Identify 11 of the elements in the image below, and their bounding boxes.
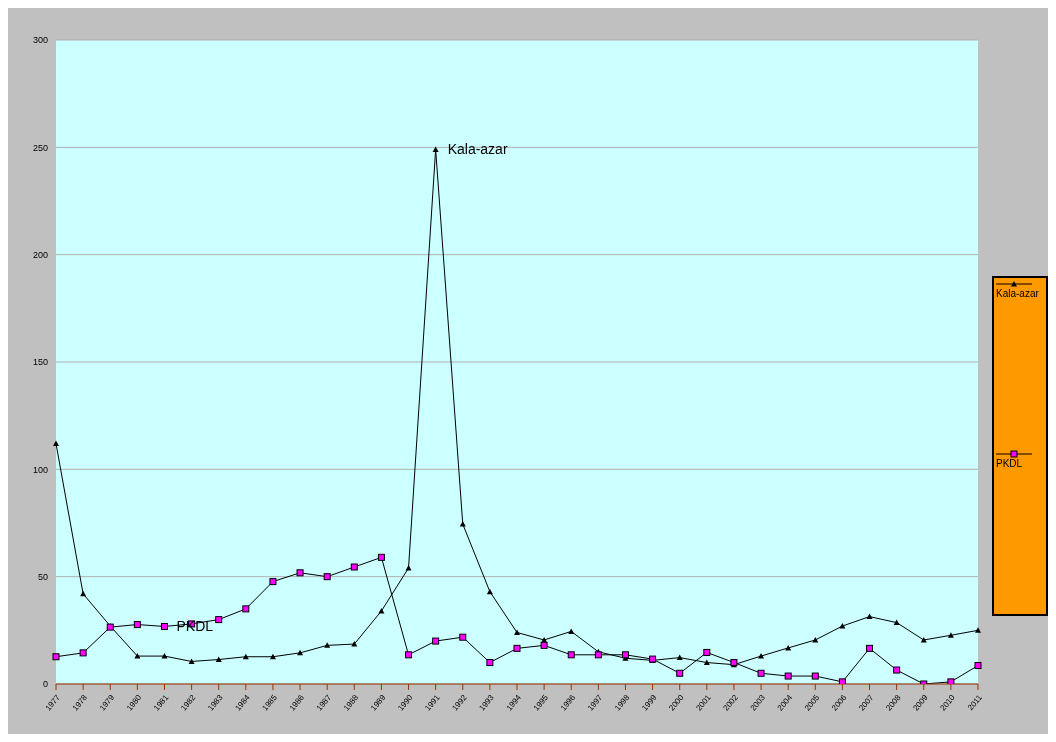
- y-tick-label: 300: [32, 35, 48, 46]
- annotation: PKDL: [176, 618, 214, 635]
- y-tick-label: 100: [32, 464, 48, 475]
- y-tick-label: 200: [32, 249, 48, 260]
- y-tick-label: 150: [32, 357, 48, 368]
- y-tick-label: 250: [32, 142, 48, 153]
- annotation: Kala-azar: [447, 141, 508, 158]
- y-tick-label: 50: [37, 571, 48, 582]
- y-tick-label: 0: [42, 679, 48, 690]
- legend-label: Kala-azar: [996, 288, 1039, 299]
- legend-label: PKDL: [996, 458, 1023, 469]
